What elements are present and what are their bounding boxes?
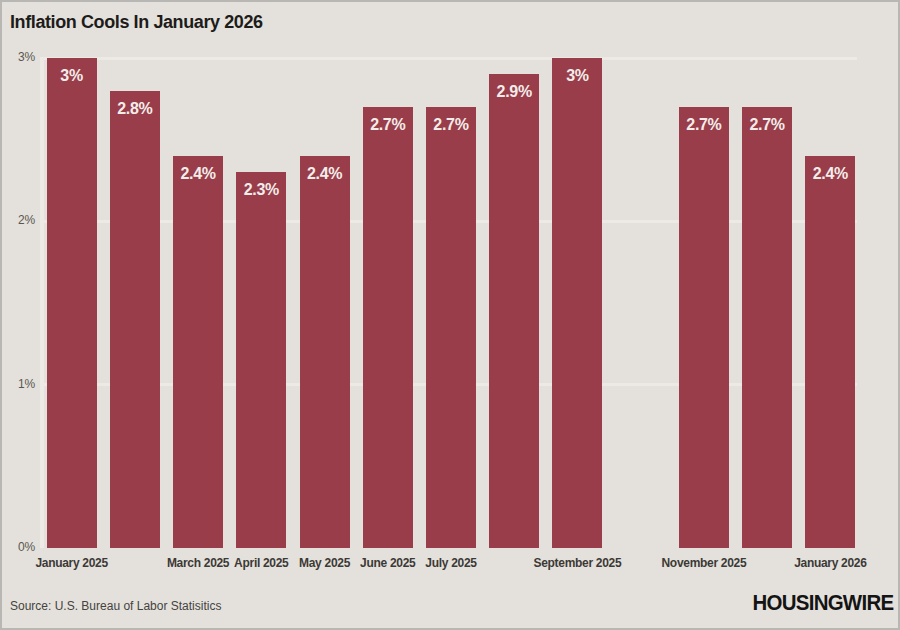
- bar: 2.4%: [805, 156, 855, 548]
- bar: 2.9%: [489, 74, 539, 548]
- source-note: Source: U.S. Bureau of Labor Statisitics: [10, 599, 221, 613]
- y-tick-label: 3%: [0, 50, 35, 64]
- bar: 2.4%: [300, 156, 350, 548]
- bar: 2.4%: [173, 156, 223, 548]
- plot-area: 0% 1% 2% 3% 3% 2.8% 2.4% 2.3% 2.4% 2.7% 2.7% 2.9% 3…: [0, 0, 900, 630]
- x-tick-label: January 2026: [755, 553, 900, 573]
- bar: 2.7%: [679, 107, 729, 548]
- bar-value-label: 2.4%: [300, 165, 350, 183]
- bar-value-label: 2.3%: [236, 181, 286, 199]
- bar: 2.8%: [110, 91, 160, 548]
- bar: 2.7%: [742, 107, 792, 548]
- bar-value-label: 2.8%: [110, 100, 160, 118]
- y-tick-label: 2%: [0, 213, 35, 227]
- gridline: [40, 57, 857, 60]
- bar-value-label: 2.4%: [173, 165, 223, 183]
- bar: 2.3%: [236, 172, 286, 548]
- bar-value-label: 3%: [47, 67, 97, 85]
- bar-value-label: 2.7%: [363, 116, 413, 134]
- bar-value-label: 2.7%: [742, 116, 792, 134]
- bar-value-label: 3%: [552, 67, 602, 85]
- bar-value-label: 2.9%: [489, 83, 539, 101]
- housingwire-logo: HOUSINGWIRE: [752, 590, 893, 616]
- bar: 2.7%: [363, 107, 413, 548]
- bar: 3%: [47, 58, 97, 548]
- chart-page: Inflation Cools In January 2026 0%1%2%3%…: [0, 0, 900, 630]
- footer: Source: U.S. Bureau of Labor Statisitics…: [0, 585, 900, 630]
- y-tick-label: 1%: [0, 377, 35, 391]
- bar-value-label: 2.7%: [679, 116, 729, 134]
- y-axis-line: [40, 58, 44, 548]
- y-tick-label: 0%: [0, 540, 35, 554]
- bar-value-label: 2.7%: [426, 116, 476, 134]
- bar: 2.7%: [426, 107, 476, 548]
- bar-value-label: 2.4%: [805, 165, 855, 183]
- bar: 3%: [552, 58, 602, 548]
